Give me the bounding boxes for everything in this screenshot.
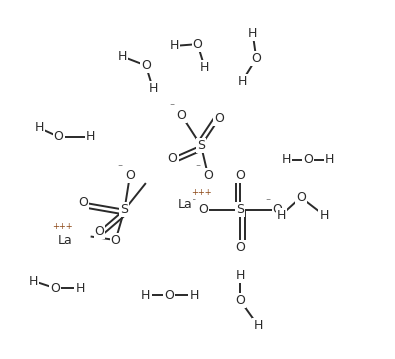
Text: H: H	[170, 39, 179, 52]
Text: O: O	[214, 112, 224, 125]
Text: O: O	[235, 294, 245, 307]
Text: ⁻: ⁻	[196, 163, 201, 173]
Text: S: S	[120, 203, 128, 216]
Text: +++: +++	[52, 222, 73, 231]
Text: H: H	[237, 75, 247, 88]
Text: O: O	[177, 109, 186, 122]
Text: H: H	[148, 82, 158, 95]
Text: O: O	[198, 203, 208, 216]
Text: S: S	[197, 139, 205, 152]
Text: O: O	[193, 38, 203, 51]
Text: H: H	[200, 61, 209, 74]
Text: O: O	[50, 282, 60, 295]
Text: O: O	[125, 169, 135, 182]
Text: H: H	[276, 209, 286, 222]
Text: La: La	[58, 234, 73, 247]
Text: O: O	[203, 169, 213, 182]
Text: ⁻: ⁻	[190, 197, 196, 207]
Text: O: O	[79, 196, 88, 209]
Text: O: O	[94, 225, 104, 238]
Text: ⁻: ⁻	[265, 197, 270, 207]
Text: H: H	[282, 153, 291, 167]
Text: H: H	[141, 289, 150, 302]
Text: ⁻: ⁻	[117, 163, 122, 173]
Text: H: H	[86, 130, 95, 143]
Text: O: O	[251, 52, 261, 65]
Text: O: O	[141, 59, 151, 72]
Text: O: O	[54, 130, 64, 143]
Text: La: La	[178, 198, 193, 211]
Text: +++: +++	[192, 188, 212, 197]
Text: O: O	[303, 153, 313, 167]
Text: O: O	[273, 203, 282, 216]
Text: H: H	[319, 209, 329, 222]
Text: H: H	[235, 269, 245, 282]
Text: H: H	[75, 282, 85, 295]
Text: H: H	[325, 153, 334, 167]
Text: O: O	[167, 151, 177, 165]
Text: H: H	[253, 319, 263, 332]
Text: H: H	[34, 121, 44, 134]
Text: ⁻: ⁻	[169, 103, 174, 112]
Text: S: S	[236, 203, 244, 216]
Text: O: O	[164, 289, 174, 302]
Text: O: O	[111, 234, 120, 247]
Text: H: H	[189, 289, 199, 302]
Text: H: H	[248, 27, 258, 40]
Text: H: H	[29, 275, 38, 288]
Text: H: H	[118, 50, 127, 63]
Text: O: O	[296, 191, 306, 204]
Text: O: O	[235, 241, 245, 254]
Text: O: O	[235, 169, 245, 182]
